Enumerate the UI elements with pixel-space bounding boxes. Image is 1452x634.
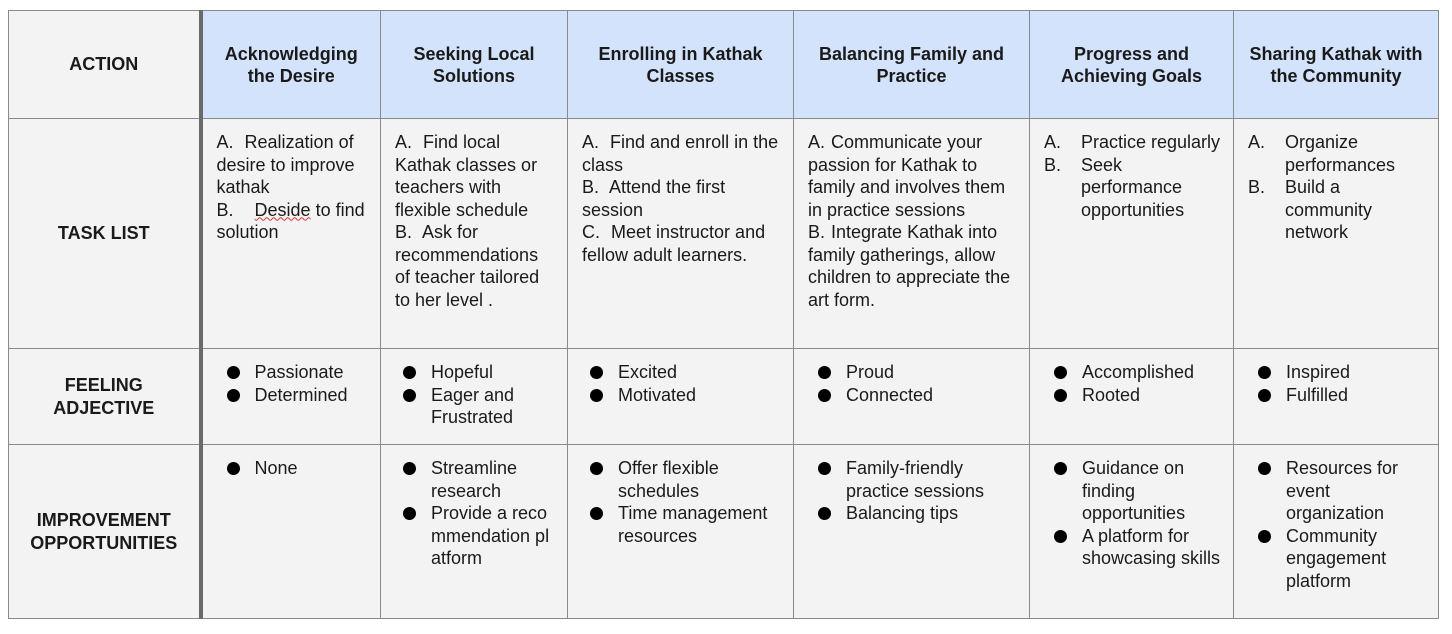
task-cell: A. Organize performances B. Build a commun… — [1233, 118, 1439, 349]
bullet-icon — [1054, 462, 1067, 475]
task-item: B. Ask for recommendations of teacher ta… — [395, 222, 540, 310]
task-cell: A. Practice regularly B. Seek performance … — [1029, 118, 1234, 349]
bullet-icon — [403, 366, 416, 379]
task-item: A. Organize performances — [1248, 132, 1396, 175]
feeling-item: Inspired — [1258, 361, 1428, 384]
improvement-cell: Guidance on finding opportunities A plat… — [1029, 444, 1234, 619]
feeling-cell: Accomplished Rooted — [1029, 348, 1234, 445]
stage-title: Enrolling in Kathak Classes — [567, 10, 794, 119]
task-cell: A. Communicate your passion for Kathak to… — [793, 118, 1030, 349]
row-label-task-list: TASK LIST — [8, 118, 203, 349]
bullet-icon — [818, 366, 831, 379]
feeling-cell: Inspired Fulfilled — [1233, 348, 1439, 445]
row-label-improvement: IMPROVEMENT OPPORTUNITIES — [8, 444, 203, 619]
improvement-item: Offer flexible schedules — [590, 457, 783, 502]
bullet-icon — [1054, 529, 1067, 543]
misspelled-word: Deside — [254, 199, 311, 220]
feeling-item: Rooted — [1054, 384, 1223, 407]
feeling-item: Fulfilled — [1258, 384, 1428, 407]
stage-title: Sharing Kathak with the Community — [1233, 10, 1439, 119]
task-cell: A. Find local Kathak classes or teachers… — [380, 118, 568, 349]
bullet-icon — [1258, 366, 1271, 379]
bullet-icon — [590, 462, 603, 475]
row-label-feeling: FEELING ADJECTIVE — [8, 348, 203, 445]
bullet-icon — [590, 507, 603, 520]
improvement-cell: Offer flexible schedules Time management… — [567, 444, 794, 619]
improvement-row: IMPROVEMENT OPPORTUNITIES None Streamline… — [8, 444, 1439, 619]
task-item: B. Deside to find solution — [216, 199, 365, 243]
improvement-cell: Streamline research Provide a recommenda… — [380, 444, 568, 619]
header-row: ACTION Acknowledging the Desire Seeking … — [8, 10, 1439, 119]
stage-title: Progress and Achieving Goals — [1029, 10, 1234, 119]
bullet-icon — [1054, 388, 1067, 402]
improvement-item: Community engagement platform — [1258, 525, 1428, 593]
stage-title: Seeking Local Solutions — [380, 10, 568, 119]
bullet-icon — [1258, 462, 1271, 475]
improvement-cell: Resources for event organization Communi… — [1233, 444, 1439, 619]
bullet-icon — [1054, 366, 1067, 379]
improvement-cell: Family-friendly practice sessions Balanc… — [793, 444, 1030, 619]
bullet-icon — [590, 366, 603, 379]
task-item: B. Attend the first session — [582, 177, 726, 220]
task-item: A. Find and enroll in the class — [582, 132, 779, 175]
task-item: A. Realization of desire to improve kath… — [216, 132, 355, 197]
bullet-icon — [818, 462, 831, 475]
task-item: B. Integrate Kathak into family gathering… — [808, 222, 1011, 310]
improvement-item: Streamline research — [403, 457, 557, 502]
task-item: B. Build a community network — [1248, 177, 1373, 242]
bullet-icon — [403, 388, 416, 402]
feeling-item: Excited — [590, 361, 783, 384]
improvement-item: Provide a recommendation platform — [403, 502, 557, 570]
feeling-row: FEELING ADJECTIVE Passionate Determined H… — [8, 348, 1439, 445]
feeling-item: Passionate — [226, 361, 371, 384]
bullet-icon — [226, 388, 240, 402]
feeling-item: Accomplished — [1054, 361, 1223, 384]
bullet-icon — [403, 507, 416, 520]
improvement-cell: None — [200, 444, 381, 619]
feeling-item: Proud — [818, 361, 1019, 384]
task-item: A. Communicate your passion for Kathak to… — [808, 132, 1006, 220]
task-cell: A. Realization of desire to improve kath… — [200, 118, 381, 349]
task-item: A. Practice regularly — [1044, 132, 1221, 152]
feeling-cell: Hopeful Eager and Frustrated — [380, 348, 568, 445]
improvement-item: Family-friendly practice sessions — [818, 457, 1019, 502]
bullet-icon — [403, 462, 416, 475]
bullet-icon — [818, 388, 831, 402]
bullet-icon — [226, 462, 240, 475]
journey-map-table: ACTION Acknowledging the Desire Seeking … — [8, 10, 1439, 619]
bullet-icon — [226, 366, 240, 379]
task-cell: A. Find and enroll in the class B. Atten… — [567, 118, 794, 349]
row-label-action: ACTION — [8, 10, 203, 119]
feeling-cell: Passionate Determined — [200, 348, 381, 445]
bullet-icon — [1258, 529, 1271, 543]
task-list-row: TASK LIST A. Realization of desire to im… — [8, 118, 1439, 349]
stage-title: Balancing Family and Practice — [793, 10, 1030, 119]
stage-title: Acknowledging the Desire — [200, 10, 381, 119]
feeling-item: Hopeful — [403, 361, 557, 384]
task-item: A. Find local Kathak classes or teachers… — [395, 132, 538, 220]
bullet-icon — [818, 507, 831, 520]
feeling-item: Eager and Frustrated — [403, 384, 557, 429]
feeling-cell: Excited Motivated — [567, 348, 794, 445]
improvement-item: Balancing tips — [818, 502, 1019, 525]
feeling-item: Determined — [226, 384, 371, 407]
task-item: B. Seek performance opportunities — [1044, 154, 1185, 220]
bullet-icon — [590, 388, 603, 402]
improvement-item: A platform for showcasing skills — [1054, 525, 1223, 570]
improvement-item: Time management resources — [590, 502, 783, 547]
improvement-item: None — [226, 457, 371, 480]
feeling-cell: Proud Connected — [793, 348, 1030, 445]
improvement-item: Resources for event organization — [1258, 457, 1428, 525]
task-item: C. Meet instructor and fellow adult lear… — [582, 222, 766, 265]
improvement-item: Guidance on finding opportunities — [1054, 457, 1223, 525]
feeling-item: Connected — [818, 384, 1019, 407]
feeling-item: Motivated — [590, 384, 783, 407]
bullet-icon — [1258, 388, 1271, 402]
